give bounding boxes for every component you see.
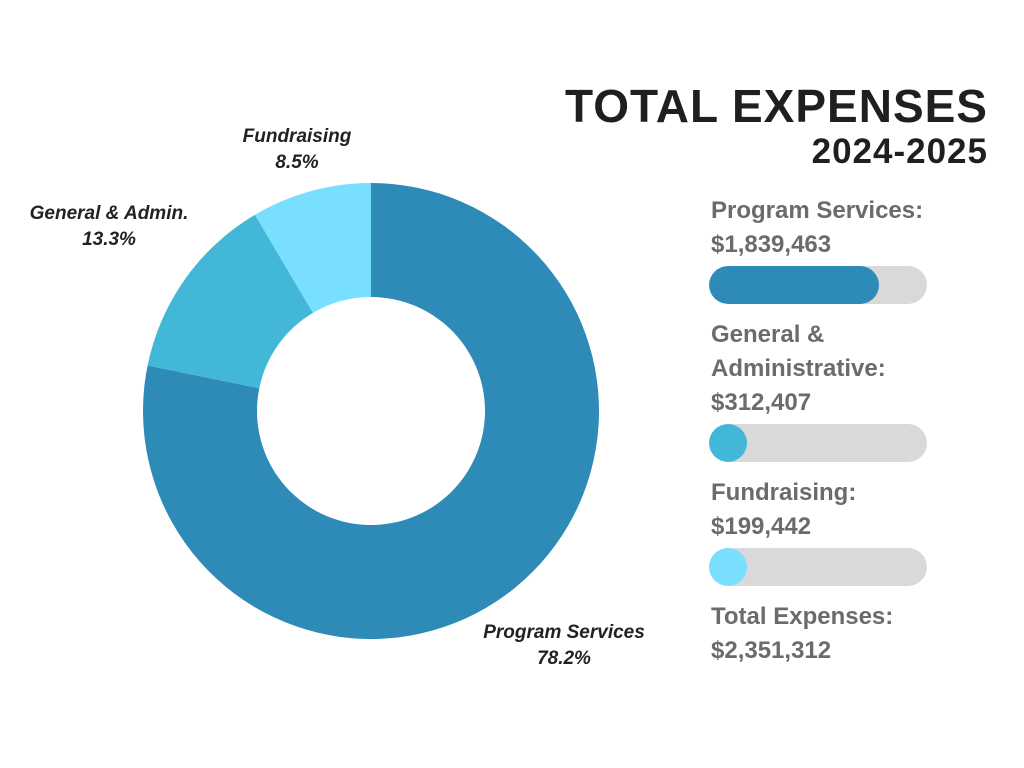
label-general-admin-name: General & Admin. [29,203,189,224]
donut-slice-fundraising [254,183,371,313]
summary-item-fundraising: Fundraising: $199,442 [709,476,971,586]
label-fundraising-name: Fundraising [242,126,352,147]
label-program-services-pct: 78.2% [537,648,591,669]
summary-value: $312,407 [711,389,812,416]
summary-item-total: Total Expenses: $2,351,312 [711,600,971,668]
progress-bar-track [709,548,927,586]
progress-bar-fill [709,266,880,304]
total-value: $2,351,312 [711,637,832,664]
progress-bar-fill [709,548,747,586]
label-program-services-name: Program Services [483,622,645,643]
label-fundraising: Fundraising 8.5% [222,124,372,176]
summary-item-program-services: Program Services: $1,839,463 [709,194,971,304]
progress-bar-track [709,424,927,462]
summary-label: Program Services: [711,197,924,224]
label-program-services: Program Services 78.2% [464,620,664,672]
summary-value: $1,839,463 [711,231,832,258]
progress-bar-fill [709,424,747,462]
donut-slice-general-admin [147,214,313,389]
summary-value: $199,442 [711,513,812,540]
expense-summary-panel: Program Services: $1,839,463 General & A… [709,194,971,668]
chart-title: TOTAL EXPENSES [565,80,988,132]
donut-slice-program-services [143,183,600,639]
summary-label: Fundraising: [711,479,857,506]
label-fundraising-pct: 8.5% [275,152,319,173]
chart-subtitle: 2024-2025 [811,132,988,171]
label-general-admin: General & Admin. 13.3% [14,201,204,253]
total-label: Total Expenses: [711,603,894,630]
summary-label: General & Administrative: [711,321,886,382]
progress-bar-track [709,266,927,304]
chart-title-block: TOTAL EXPENSES 2024-2025 [565,80,988,172]
summary-item-general-admin: General & Administrative: $312,407 [709,318,971,462]
label-general-admin-pct: 13.3% [82,229,136,250]
